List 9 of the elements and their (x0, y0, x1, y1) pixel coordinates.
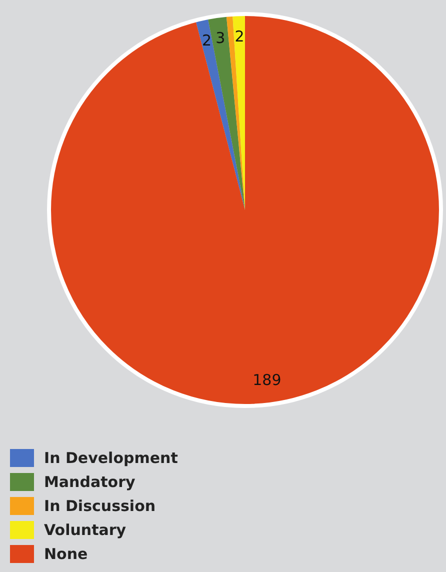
legend-label: Mandatory (44, 473, 136, 491)
legend-label: Voluntary (44, 521, 126, 539)
legend-label: In Discussion (44, 497, 156, 515)
legend-label: In Development (44, 449, 178, 467)
legend-label: None (44, 545, 88, 563)
data-label: 3 (216, 29, 226, 48)
data-label: 189 (252, 370, 282, 389)
data-label: 2 (234, 28, 244, 46)
data-label: 2 (202, 32, 212, 50)
